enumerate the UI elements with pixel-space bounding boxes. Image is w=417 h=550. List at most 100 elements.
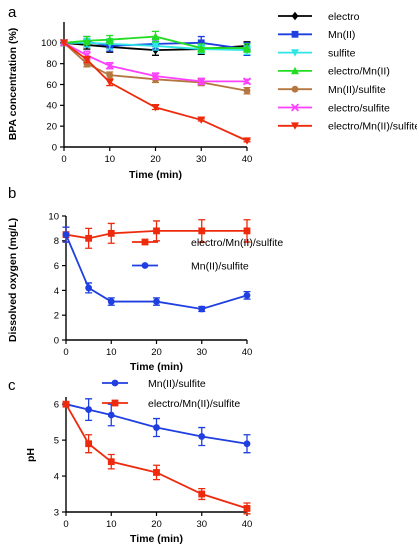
chart-panel-a: a 0 10 20 30 40 0 20 40 60 80 100 Time (min) BPA conc… [7,4,417,181]
legend-item: Mn(II)/sulfite [132,260,249,272]
x-tick-label: 0 [63,347,68,358]
series-mn-ii-sulfite [62,398,251,454]
x-tick-label: 30 [196,154,207,165]
legend-marker [291,49,299,57]
data-point [105,79,114,87]
legend-marker [291,66,299,75]
legend-label: electro/Mn(II) [328,66,390,78]
series-line [65,229,247,240]
legend-label: electro/sulfite [328,102,390,114]
data-point [197,116,206,124]
data-point [243,227,251,235]
legend-item: electro/Mn(II)/sulfite [278,121,417,133]
series-mn-ii-sulfite [62,226,251,313]
panel-letter: b [8,185,16,202]
y-tick-label: 6 [54,261,59,272]
data-point [243,291,251,299]
series-line [63,35,247,49]
legend-marker [290,103,300,112]
y-tick-label: 5 [54,436,59,447]
data-point [62,400,70,408]
y-tick-label: 20 [46,122,57,133]
x-tick-label: 0 [61,154,66,165]
data-point [197,44,206,52]
data-point [107,411,115,419]
data-point [151,104,160,112]
data-point [153,424,160,431]
series-line [63,42,248,92]
legend-label: Mn(II)/sulfite [328,84,386,96]
data-point [197,39,205,47]
legend-marker [141,238,149,246]
y-axis-title: pH [25,448,37,462]
y-tick-label: 2 [54,311,59,322]
data-point [105,35,114,44]
chart-panel-c: c 0 10 20 30 40 3 4 5 6 Time (min) pH Mn(II)/sulfite… [8,377,252,545]
x-tick-label: 40 [242,154,253,165]
legend-item: electro/Mn(II) [278,66,390,78]
legend-marker [291,11,299,21]
legend-marker [111,379,119,387]
legend-marker [111,399,119,407]
data-point [82,36,91,45]
y-tick-label: 0 [52,142,57,153]
legend-label: electro/Mn(II)/sulfite [328,121,417,133]
data-point [85,284,93,292]
x-tick-label: 0 [63,519,68,530]
x-axis-title: Time (min) [129,169,182,181]
legend-marker [291,122,299,130]
x-tick-label: 30 [196,519,207,530]
data-point [85,234,93,242]
series-line [65,403,248,445]
x-tick-label: 30 [196,347,207,358]
series-line [63,42,247,83]
legend-label: Mn(II)/sulfite [191,260,249,272]
y-tick-label: 4 [54,471,59,482]
y-tick-label: 0 [54,335,59,346]
legend-label: Mn(II) [328,29,355,41]
series-line [63,42,248,142]
legend-item: electro/Mn(II)/sulfite [102,398,240,410]
data-point [107,298,115,305]
x-tick-label: 20 [150,154,161,165]
data-point [153,298,160,305]
data-point [107,229,115,237]
data-point [106,71,114,79]
data-point [243,440,251,448]
data-point [82,56,91,64]
x-axis-title: Time (min) [130,361,183,373]
data-point [243,505,251,512]
data-point [198,433,206,440]
series-electro-mn-ii-sulfite [62,400,251,515]
x-tick-label: 20 [151,519,162,530]
data-point [107,458,115,466]
legend-item: sulfite [278,47,356,59]
legend-item: electro [278,11,360,23]
data-point [198,227,206,235]
panel-letter: c [8,377,16,394]
data-point [197,77,206,86]
x-tick-label: 10 [106,347,117,358]
y-tick-label: 10 [48,211,59,222]
y-tick-label: 60 [46,80,57,91]
series-electro-mn-ii-sulfite [62,219,251,249]
data-point [153,227,160,235]
legend-item: Mn(II)/sulfite [102,378,206,390]
data-point [105,61,114,70]
data-point [243,44,251,52]
data-point [151,32,160,40]
data-point [151,42,160,50]
legend: Mn(II)/sulfite electro/Mn(II)/sulfite [102,378,240,410]
data-point [242,77,252,86]
legend-marker [141,262,149,269]
y-tick-label: 80 [46,59,57,70]
series-line [65,403,248,510]
legend-label: Mn(II)/sulfite [148,378,206,390]
y-tick-label: 100 [41,38,57,49]
y-tick-label: 40 [46,101,57,112]
legend: electro Mn(II) sulfite electro/Mn(II) Mn(II)… [278,11,417,133]
y-tick-label: 3 [54,507,59,518]
legend-marker [291,85,299,93]
chart-panel-b: b 0 10 20 30 40 0 2 4 6 8 10 Time (min) Dissolved oxy… [7,185,283,373]
